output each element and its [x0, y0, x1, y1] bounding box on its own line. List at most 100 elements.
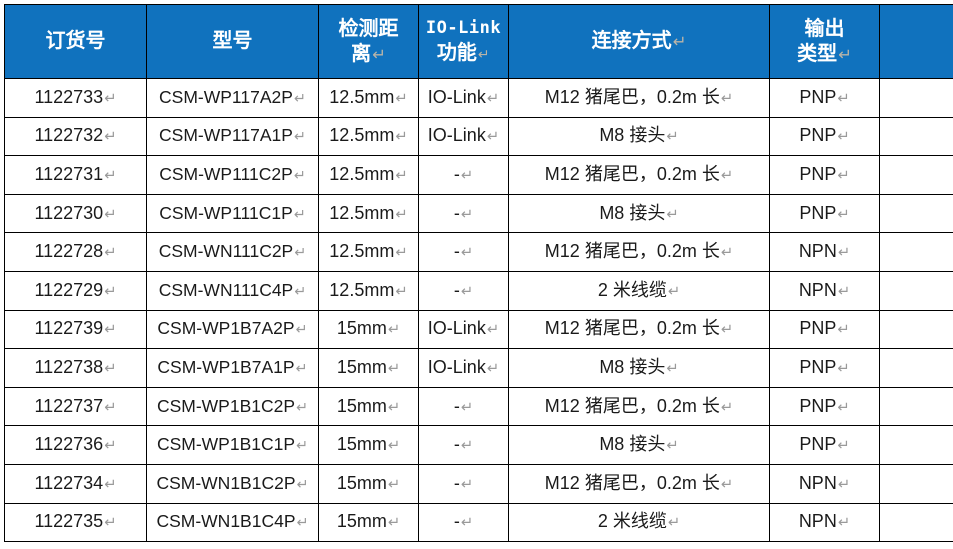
table-row[interactable]: 1122736↵ CSM-WP1B1C1P↵ 15mm↵ -↵ M8 接头↵ PNP↵	[4, 425, 953, 465]
cell-iolink-function[interactable]: -↵	[418, 232, 509, 272]
table-row[interactable]: 1122733↵ CSM-WP117A2P↵ 12.5mm↵ IO-Link↵ M12 …	[4, 78, 953, 118]
cell-output-type[interactable]: PNP↵	[769, 386, 880, 427]
cell-detection-distance[interactable]: 15mm↵	[318, 463, 419, 504]
table-row[interactable]: 1122739↵ CSM-WP1B7A2P↵ 15mm↵ IO-Link↵ M12 猪尾…	[4, 309, 953, 350]
cell-output-type[interactable]: PNP↵	[769, 116, 880, 157]
cell-connection-type[interactable]: M12 猪尾巴，0.2m 长↵	[508, 232, 770, 272]
product-specification-table[interactable]: 订货号 型号 检测距 离↵ IO-Link 功能↵ 连接方式↵ 输出	[4, 4, 953, 543]
cell-detection-distance[interactable]: 15mm↵	[318, 425, 419, 465]
cell-detection-distance[interactable]: 15mm↵	[318, 502, 419, 543]
cell-value: 15mm	[336, 318, 387, 339]
cell-model[interactable]: CSM-WP1B1C2P↵	[146, 386, 319, 427]
cell-detection-distance[interactable]: 15mm↵	[318, 348, 419, 388]
cell-detection-distance[interactable]: 12.5mm↵	[318, 155, 419, 195]
column-header-order-no[interactable]: 订货号	[4, 4, 147, 79]
cell-output-type[interactable]: PNP↵	[769, 193, 880, 234]
cell-overflow	[879, 193, 953, 234]
cell-order-no[interactable]: 1122728↵	[4, 232, 147, 272]
cell-detection-distance[interactable]: 15mm↵	[318, 386, 419, 427]
table-row[interactable]: 1122738↵ CSM-WP1B7A1P↵ 15mm↵ IO-Link↵ M8 接头↵…	[4, 348, 953, 388]
cell-iolink-function[interactable]: IO-Link↵	[418, 348, 509, 388]
column-header-model[interactable]: 型号	[146, 4, 319, 79]
column-header-distance-label-line2: 离	[351, 42, 372, 65]
cell-value: 12.5mm	[329, 202, 395, 223]
cell-connection-type[interactable]: M12 猪尾巴，0.2m 长↵	[508, 155, 770, 195]
cell-order-no[interactable]: 1122735↵	[4, 502, 147, 543]
cell-connection-type[interactable]: M8 接头↵	[508, 425, 770, 465]
paragraph-mark-icon: ↵	[460, 514, 474, 532]
cell-iolink-function[interactable]: -↵	[418, 386, 509, 427]
cell-overflow	[879, 116, 953, 157]
cell-detection-distance[interactable]: 12.5mm↵	[318, 232, 419, 272]
table-row[interactable]: 1122732↵ CSM-WP117A1P↵ 12.5mm↵ IO-Link↵ M8 接…	[4, 116, 953, 157]
column-header-connection[interactable]: 连接方式↵	[508, 4, 770, 79]
cell-order-no[interactable]: 1122730↵	[4, 193, 147, 234]
cell-connection-type[interactable]: 2 米线缆↵	[508, 502, 770, 543]
table-row[interactable]: 1122729↵ CSM-WN111C4P↵ 12.5mm↵ -↵ 2 米线缆↵ NPN↵	[4, 270, 953, 311]
table-row[interactable]: 1122737↵ CSM-WP1B1C2P↵ 15mm↵ -↵ M12 猪尾巴，0.2m…	[4, 386, 953, 427]
table-row[interactable]: 1122728↵ CSM-WN111C2P↵ 12.5mm↵ -↵ M12 猪尾巴，0.…	[4, 232, 953, 272]
cell-order-no[interactable]: 1122738↵	[4, 348, 147, 388]
cell-detection-distance[interactable]: 12.5mm↵	[318, 78, 419, 118]
cell-detection-distance[interactable]: 12.5mm↵	[318, 193, 419, 234]
cell-order-no[interactable]: 1122737↵	[4, 386, 147, 427]
paragraph-mark-icon: ↵	[395, 128, 408, 146]
cell-model[interactable]: CSM-WP1B1C1P↵	[146, 425, 319, 465]
cell-iolink-function[interactable]: -↵	[418, 463, 509, 504]
cell-order-no[interactable]: 1122733↵	[4, 78, 147, 118]
cell-output-type[interactable]: NPN↵	[769, 232, 880, 272]
cell-output-type[interactable]: PNP↵	[769, 348, 880, 388]
cell-detection-distance[interactable]: 12.5mm↵	[318, 116, 419, 157]
column-header-distance[interactable]: 检测距 离↵	[318, 4, 419, 79]
cell-model[interactable]: CSM-WP111C1P↵	[146, 193, 319, 234]
cell-detection-distance[interactable]: 12.5mm↵	[318, 270, 419, 311]
cell-output-type[interactable]: NPN↵	[769, 270, 880, 311]
cell-model[interactable]: CSM-WP111C2P↵	[146, 155, 319, 195]
cell-iolink-function[interactable]: -↵	[418, 425, 509, 465]
cell-model[interactable]: CSM-WN1B1C2P↵	[146, 463, 319, 504]
cell-model[interactable]: CSM-WN111C2P↵	[146, 232, 319, 272]
table-row[interactable]: 1122735↵ CSM-WN1B1C4P↵ 15mm↵ -↵ 2 米线缆↵ NPN↵	[4, 502, 953, 543]
cell-output-type[interactable]: PNP↵	[769, 78, 880, 118]
column-header-output[interactable]: 输出 类型↵	[769, 4, 880, 79]
cell-connection-type[interactable]: M8 接头↵	[508, 348, 770, 388]
cell-output-type[interactable]: PNP↵	[769, 425, 880, 465]
table-row[interactable]: 1122730↵ CSM-WP111C1P↵ 12.5mm↵ -↵ M8 接头↵ PNP↵	[4, 193, 953, 234]
cell-iolink-function[interactable]: IO-Link↵	[418, 78, 509, 118]
cell-connection-type[interactable]: M8 接头↵	[508, 193, 770, 234]
cell-iolink-function[interactable]: -↵	[418, 270, 509, 311]
cell-order-no[interactable]: 1122734↵	[4, 463, 147, 504]
cell-model[interactable]: CSM-WP1B7A2P↵	[146, 309, 319, 350]
column-header-iolink[interactable]: IO-Link 功能↵	[418, 4, 509, 79]
cell-iolink-function[interactable]: IO-Link↵	[418, 309, 509, 350]
cell-connection-type[interactable]: M12 猪尾巴，0.2m 长↵	[508, 386, 770, 427]
cell-output-type[interactable]: NPN↵	[769, 502, 880, 543]
paragraph-mark-icon: ↵	[837, 244, 851, 262]
table-row[interactable]: 1122731↵ CSM-WP111C2P↵ 12.5mm↵ -↵ M12 猪尾巴，0.…	[4, 155, 953, 195]
cell-connection-type[interactable]: M12 猪尾巴，0.2m 长↵	[508, 463, 770, 504]
cell-order-no[interactable]: 1122731↵	[4, 155, 147, 195]
cell-order-no[interactable]: 1122736↵	[4, 425, 147, 465]
cell-output-type[interactable]: PNP↵	[769, 309, 880, 350]
cell-connection-type[interactable]: M12 猪尾巴，0.2m 长↵	[508, 309, 770, 350]
paragraph-mark-icon: ↵	[293, 129, 306, 146]
cell-iolink-function[interactable]: IO-Link↵	[418, 116, 509, 157]
cell-iolink-function[interactable]: -↵	[418, 502, 509, 543]
cell-detection-distance[interactable]: 15mm↵	[318, 309, 419, 350]
cell-iolink-function[interactable]: -↵	[418, 155, 509, 195]
cell-iolink-function[interactable]: -↵	[418, 193, 509, 234]
cell-model[interactable]: CSM-WP117A1P↵	[146, 116, 319, 157]
cell-model[interactable]: CSM-WP1B7A1P↵	[146, 348, 319, 388]
cell-connection-type[interactable]: M8 接头↵	[508, 116, 770, 157]
table-row[interactable]: 1122734↵ CSM-WN1B1C2P↵ 15mm↵ -↵ M12 猪尾巴，0.2m…	[4, 463, 953, 504]
cell-order-no[interactable]: 1122729↵	[4, 270, 147, 311]
cell-order-no[interactable]: 1122732↵	[4, 116, 147, 157]
cell-output-type[interactable]: PNP↵	[769, 155, 880, 195]
cell-model[interactable]: CSM-WN1B1C4P↵	[146, 502, 319, 543]
cell-model[interactable]: CSM-WP117A2P↵	[146, 78, 319, 118]
cell-order-no[interactable]: 1122739↵	[4, 309, 147, 350]
cell-model[interactable]: CSM-WN111C4P↵	[146, 270, 319, 311]
cell-output-type[interactable]: NPN↵	[769, 463, 880, 504]
cell-connection-type[interactable]: 2 米线缆↵	[508, 270, 770, 311]
cell-connection-type[interactable]: M12 猪尾巴，0.2m 长↵	[508, 78, 770, 118]
